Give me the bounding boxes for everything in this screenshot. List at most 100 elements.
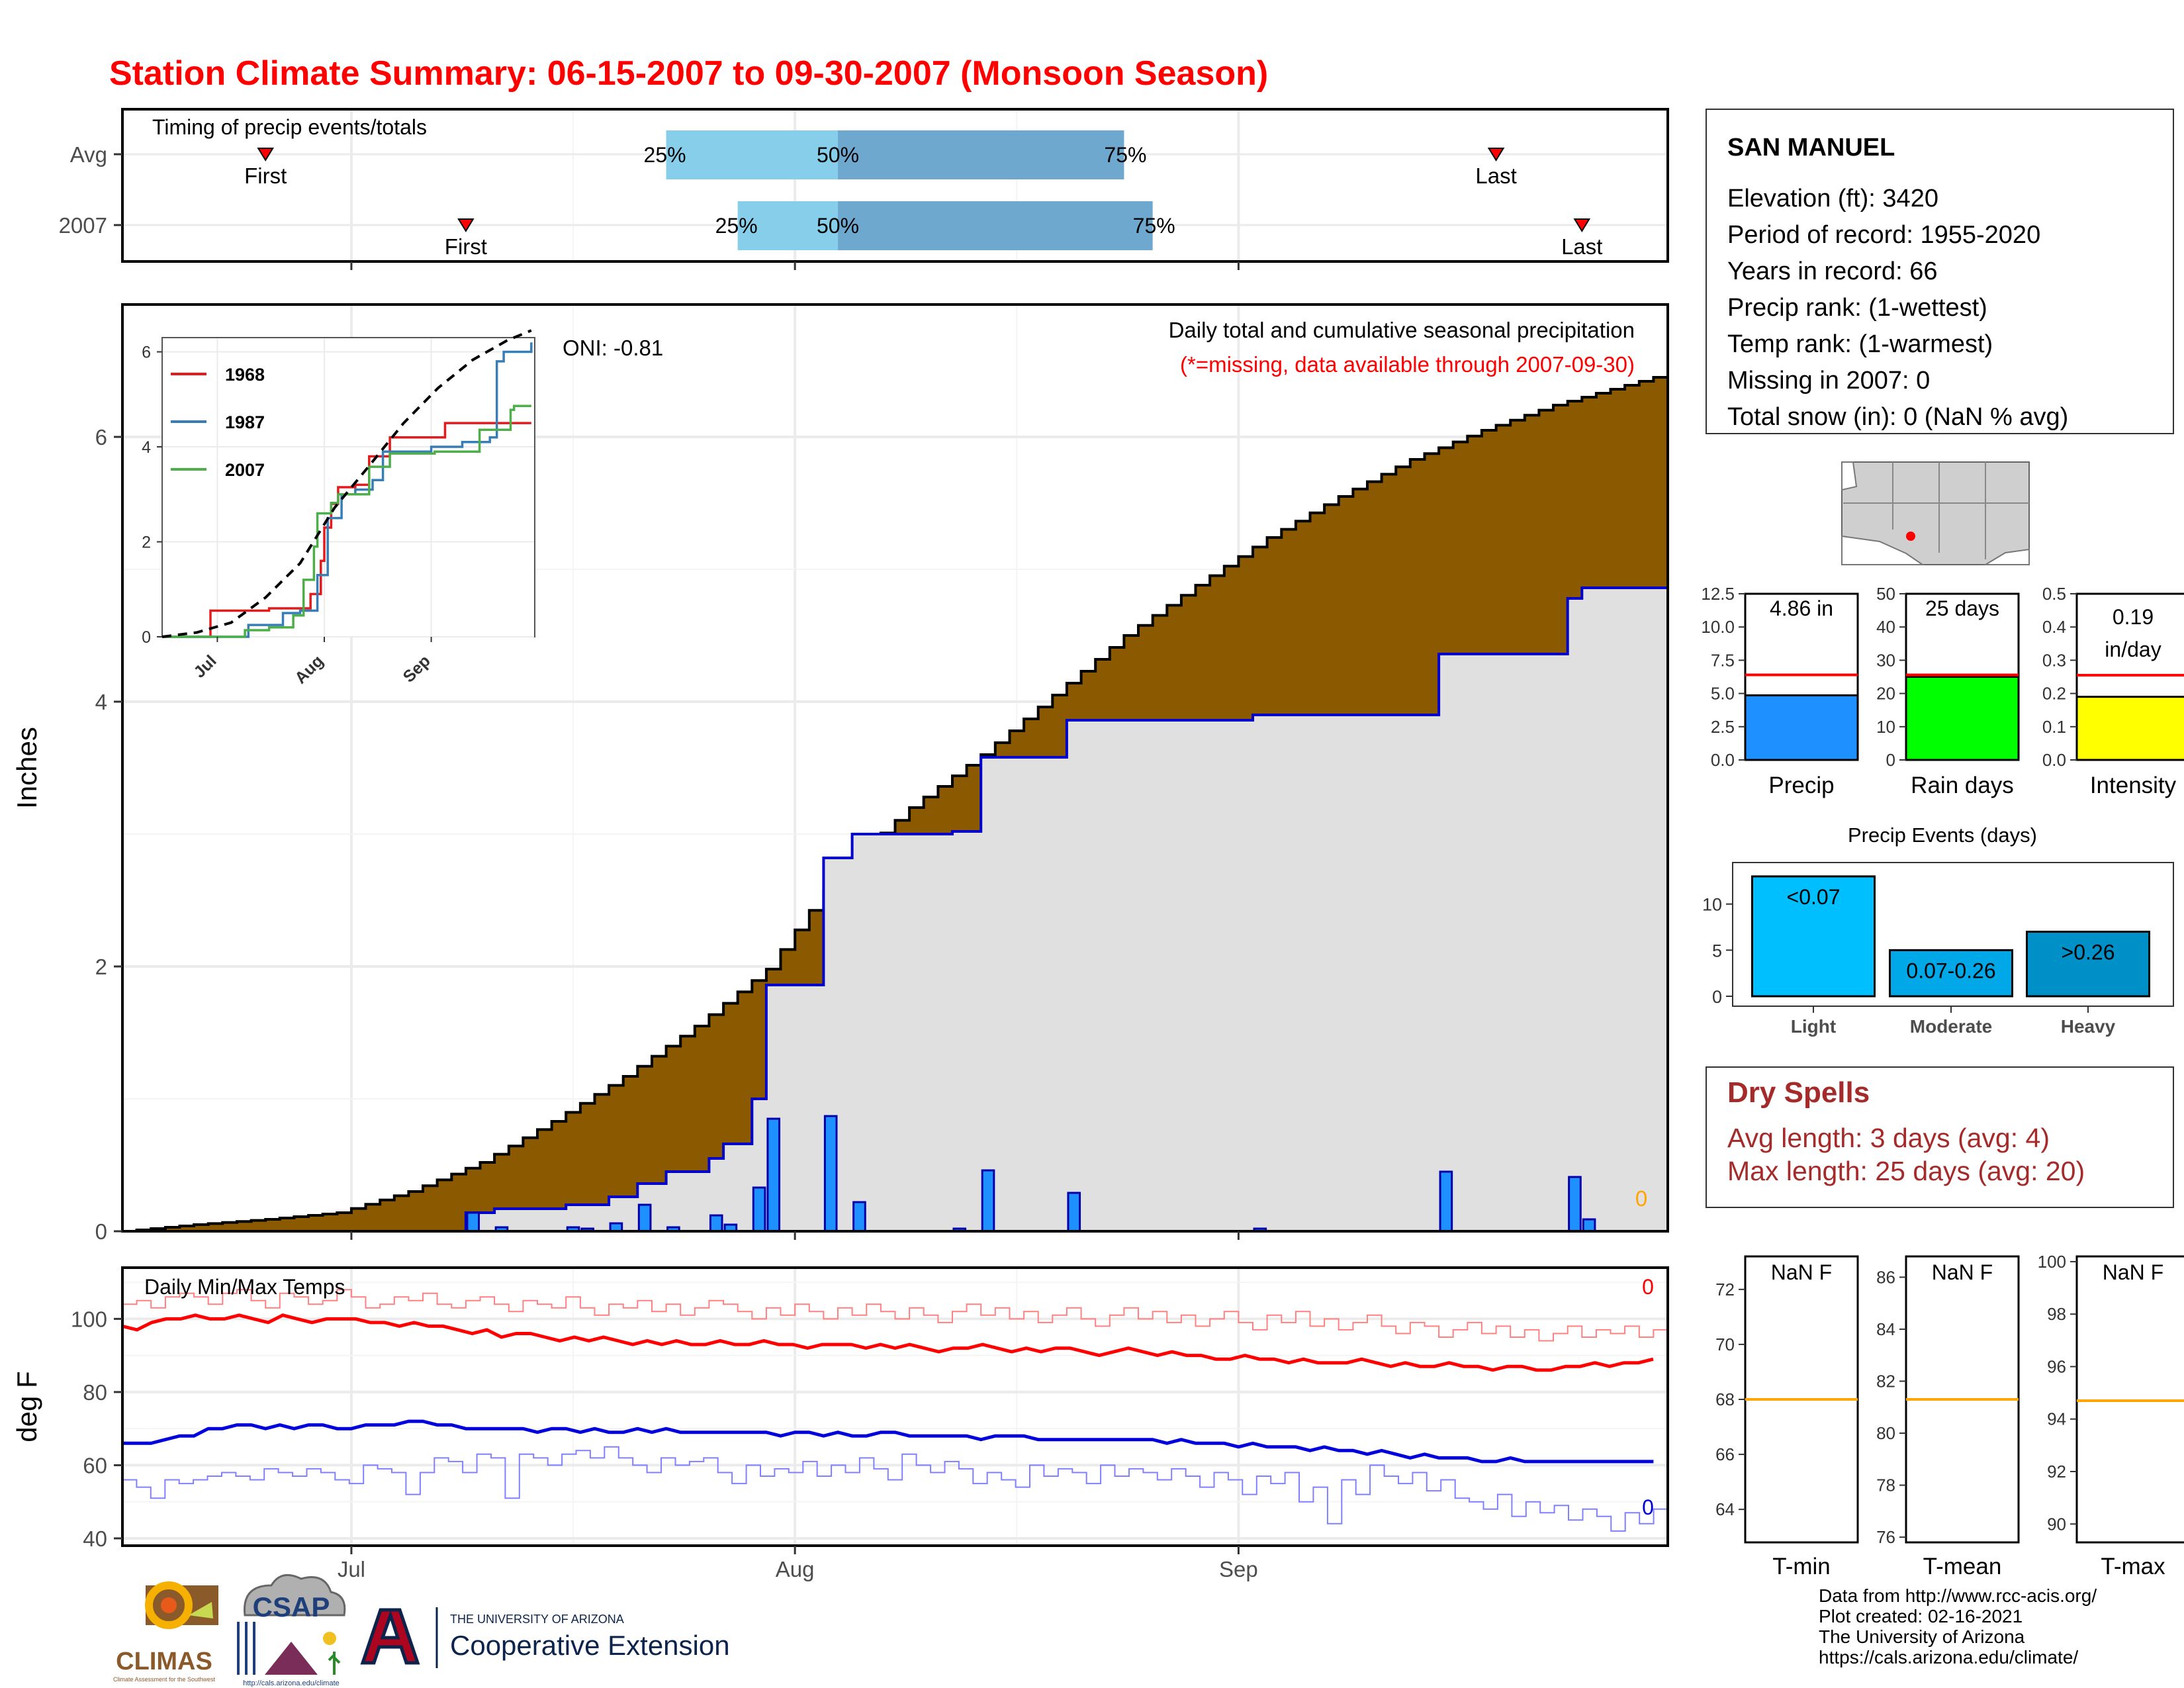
precip-y-tick-label: 6 [95,425,107,449]
min-temp-missing-count: 0 [1642,1495,1654,1519]
precip-event-category: Light [1791,1016,1836,1037]
climas-logo-leaf [189,1602,213,1618]
daily-precip-bar [1067,1192,1081,1233]
precip-event-category: Moderate [1910,1016,1992,1037]
inset-legend: 1968 1987 2007 [171,365,265,480]
temp-y-tick-label: 100 [71,1307,107,1331]
timing-row-label: Avg [70,142,107,167]
precip-event-category: Heavy [2061,1016,2116,1037]
footer-credit-line: Data from http://www.rcc-acis.org/ [1819,1585,2097,1606]
csap-logo: CSAP http://cals.arizona.edu/climate [237,1573,346,1687]
timing-q50-label: 50% [817,143,859,167]
precip-event-bar [1751,875,1876,998]
season-totals: 0.0 2.5 5.0 7.5 10.0 12.5 4.86 in Precip 0 10 20 30… [1701,584,2184,798]
inset-y-tick-label: 4 [142,438,151,457]
total-rain-days-panel: 0 10 20 30 40 50 25 days Rain days [1876,584,2020,798]
climas-logo-text: CLIMAS [116,1648,212,1675]
precip-caption: Daily total and cumulative seasonal prec… [1169,318,1635,342]
timing-last-label: Last [1475,164,1516,188]
daily-precip-bar [752,1186,766,1233]
csap-logo-cloud [244,1573,346,1617]
total-panel-name: Rain days [1911,773,2014,798]
inset-legend-label: 1987 [225,412,265,432]
temperature-summary: 64 66 68 70 72 NaN F T-min 76 78 80 82 84 86 NaN F T-m… [1715,1252,2184,1579]
temp-summary-y-tick-label: 66 [1715,1444,1735,1464]
timing-rows: Avg 25% 50% 75% First Last 2007 25% 50% 75% First L… [59,130,1666,270]
temp-summary-y-tick-label: 76 [1876,1527,1895,1547]
total-y-tick-label: 0.3 [2042,650,2066,670]
station-detail-line: Total snow (in): 0 (NaN % avg) [1727,403,2068,431]
daily-precip-bar [823,1115,838,1233]
date-x-tick-label: Jul [338,1557,365,1581]
temperature-panel-background [122,1268,1668,1546]
temp-summary-name: T-max [2101,1554,2165,1579]
total-precip-panel: 0.0 2.5 5.0 7.5 10.0 12.5 4.86 in Precip [1701,584,1859,798]
temp-summary-y-tick-label: 70 [1715,1335,1735,1354]
station-detail-line: Years in record: 66 [1727,258,1938,285]
station-detail-line: Temp rank: (1-warmest) [1727,330,1993,358]
temperature-panel-frame [121,1266,1669,1547]
precip-panel-frame [121,303,1669,1233]
precip-events-title: Precip Events (days) [1848,823,2037,847]
total-y-tick-label: 0.0 [2042,750,2066,770]
temperature-y-axis: 40 60 80 100 [71,1307,122,1551]
csap-logo-cactus [328,1652,341,1675]
daily-precip-bar [709,1214,723,1233]
timing-panel-label: Timing of precip events/totals [152,115,427,139]
map-state-borders [1843,462,2029,559]
temp-summary-y-tick-label: 94 [2047,1409,2066,1429]
temp-summary-y-tick-label: 90 [2047,1514,2066,1534]
csap-logo-mountain [265,1642,318,1675]
total-intensity-panel: 0.0 0.1 0.2 0.3 0.4 0.5 0.19 in/day Intensity [2042,584,2184,798]
temp-summary-name: T-min [1772,1554,1831,1579]
total-y-tick-label: 7.5 [1711,650,1735,670]
inset-legend-label: 1968 [225,365,265,385]
daily-precip-bar [466,1211,480,1233]
timing-q50-q75-bar [838,201,1153,250]
footer-credits: Data from http://www.rcc-acis.org/Plot c… [1819,1585,2097,1667]
inset-average-line [161,329,532,638]
temp-summary-t-min-panel: 64 66 68 70 72 NaN F T-min [1715,1255,1859,1579]
timing-q50-label: 50% [817,214,859,238]
temperature-panel-label: Daily Min/Max Temps [144,1275,345,1299]
map-ocean [1841,461,1858,491]
daily-precip-bar [852,1201,866,1233]
date-x-tick-label: Aug [776,1557,815,1581]
total-y-tick-label: 0.1 [2042,717,2066,737]
timing-last-label: Last [1561,234,1602,259]
precip-y-tick-label: 4 [95,690,107,714]
map-mexico-east [1983,548,2030,565]
daily-precip-bar [766,1117,781,1233]
csap-logo-rain [237,1622,255,1675]
total-value-label: 4.86 in [1770,596,1833,620]
timing-q25-label: 25% [644,143,686,167]
average-temp-line [122,1313,1654,1372]
temp-summary-t-mean-panel: 76 78 80 82 84 86 NaN F T-mean [1876,1255,2020,1579]
station-detail-line: Missing in 2007: 0 [1727,367,1930,395]
temp-y-tick-label: 40 [83,1526,107,1551]
precip-panel: 0 2 4 6 Inches Daily total and cumulative s… [11,303,1669,1244]
temp-summary-value: NaN F [2103,1260,2163,1284]
temperature-y-axis-title: deg F [11,1371,42,1442]
daily-precip-bar [1439,1170,1453,1233]
temp-y-tick-label: 60 [83,1453,107,1477]
total-y-tick-label: 2.5 [1711,717,1735,737]
station-info-box: SAN MANUEL Elevation (ft): 3420 Period of… [1706,109,2174,434]
csap-logo-text: CSAP [253,1591,330,1622]
temp-summary-y-tick-label: 78 [1876,1476,1895,1495]
total-panel-name: Intensity [2090,773,2177,798]
csap-logo-sun [323,1632,336,1645]
timing-first-marker-icon [457,218,475,232]
temperature-series [122,1289,1668,1532]
timing-panel: Timing of precip events/totals Avg 25% 50%… [59,108,1669,270]
precip-y-tick-label: 2 [95,955,107,979]
total-y-tick-label: 0.0 [1711,750,1735,770]
precip-y-tick-label: 0 [95,1219,107,1244]
inset-series [161,329,533,638]
events-y-tick-label: 0 [1712,987,1722,1007]
footer-credit-line: The University of Arizona [1819,1626,2025,1647]
total-y-tick-label: 20 [1876,684,1895,704]
arizona-a-icon [360,1608,420,1665]
total-y-tick-label: 40 [1876,617,1895,637]
